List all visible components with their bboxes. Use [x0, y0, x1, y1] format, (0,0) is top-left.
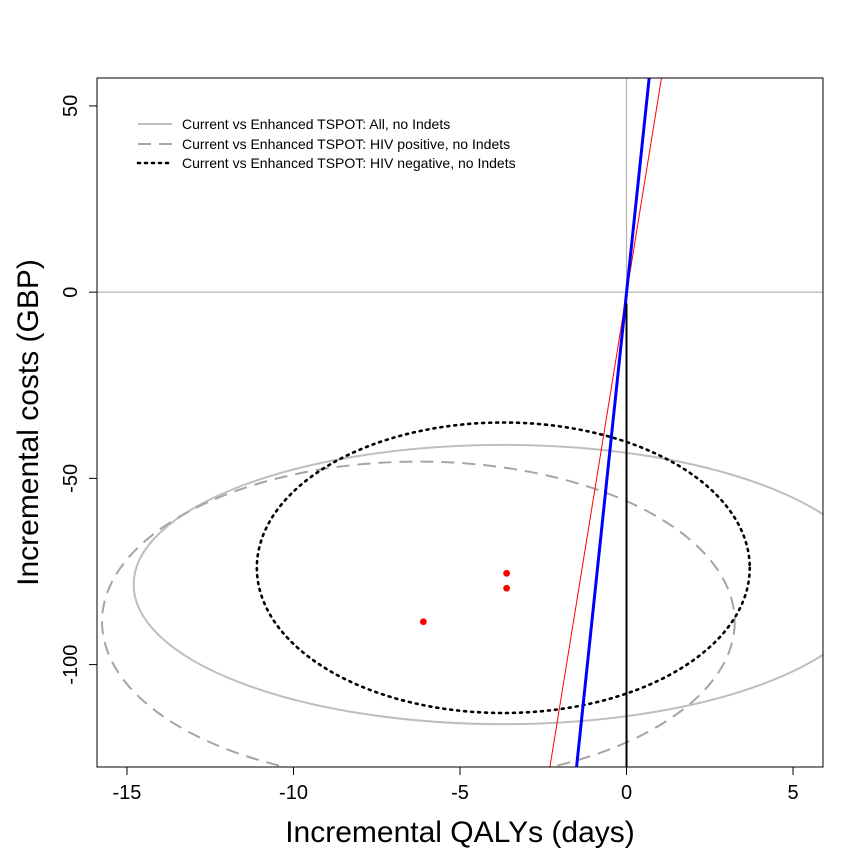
- x-tick-label: 0: [621, 782, 632, 804]
- legend-label: Current vs Enhanced TSPOT: HIV negative,…: [182, 155, 516, 171]
- mean-point: [419, 618, 427, 626]
- y-tick-label: 50: [60, 95, 82, 117]
- y-tick-label: -50: [60, 464, 82, 493]
- y-tick-label: -100: [60, 645, 82, 685]
- x-tick-label: -5: [451, 782, 469, 804]
- x-tick-label: 5: [787, 782, 798, 804]
- reference-lines: [97, 78, 823, 767]
- line-red-threshold: [549, 78, 662, 767]
- mean-point: [503, 569, 511, 577]
- mean-points: [419, 569, 511, 626]
- y-tick-label: 0: [60, 287, 82, 298]
- confidence-ellipses: [101, 421, 823, 767]
- x-tick-label: -15: [113, 782, 142, 804]
- legend-label: Current vs Enhanced TSPOT: HIV positive,…: [182, 136, 510, 152]
- plot-frame: [96, 77, 824, 768]
- mean-point: [503, 584, 511, 592]
- y-axis-title: Incremental costs (GBP): [12, 259, 45, 586]
- legend-label: Current vs Enhanced TSPOT: All, no Indet…: [182, 116, 450, 132]
- line-blue-threshold: [575, 78, 651, 767]
- threshold-lines: [549, 78, 662, 767]
- x-tick-label: -10: [279, 782, 308, 804]
- ellipse-dashed: [101, 460, 736, 767]
- ellipse-dotted: [255, 421, 752, 715]
- x-axis-title: Incremental QALYs (days): [285, 816, 635, 849]
- legend: Current vs Enhanced TSPOT: All, no Indet…: [136, 116, 516, 171]
- ellipse-solid: [132, 443, 823, 726]
